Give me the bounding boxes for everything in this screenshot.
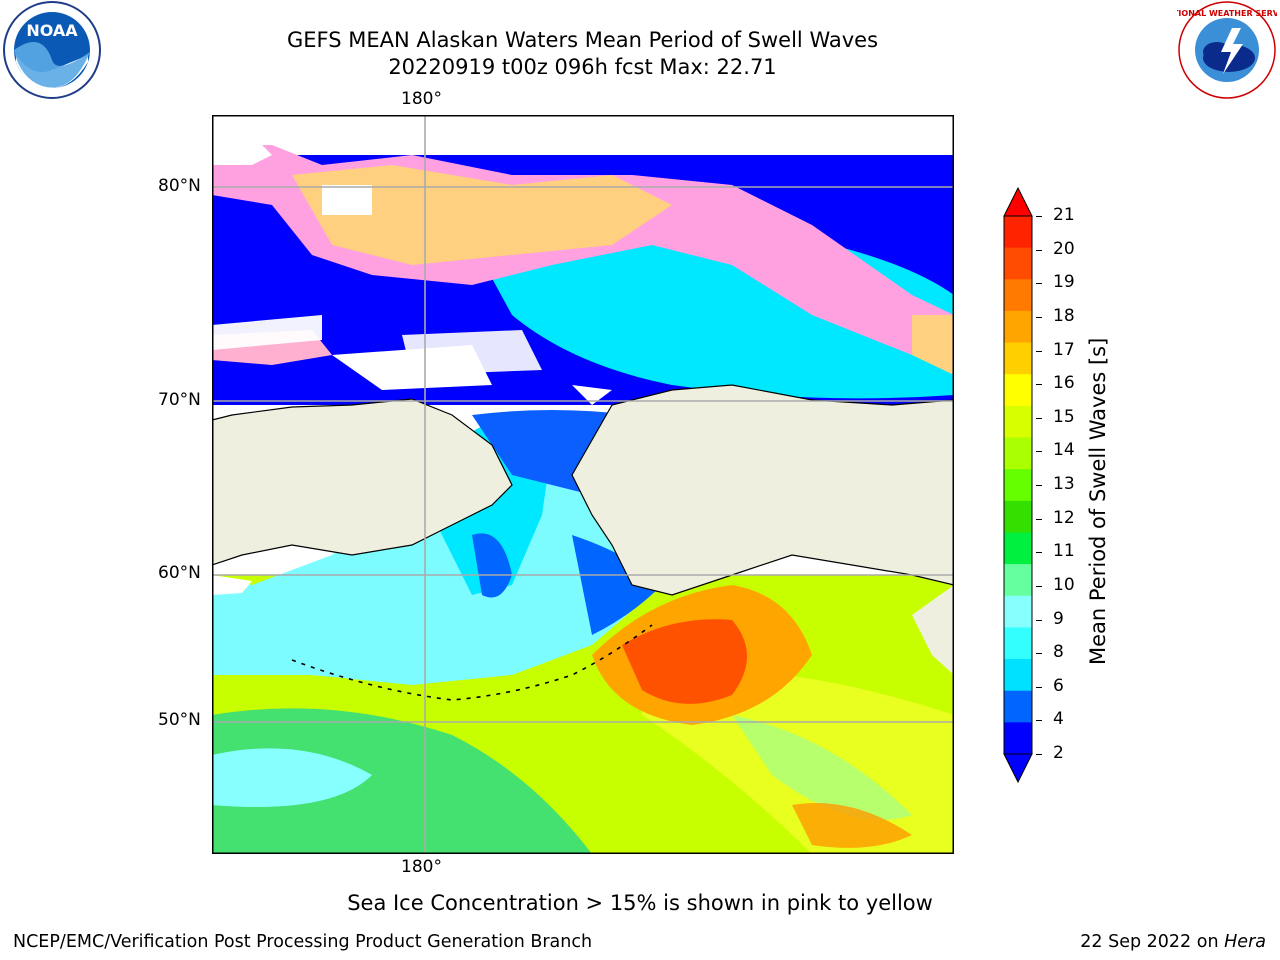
ice-note: Sea Ice Concentration > 15% is shown in … xyxy=(347,891,933,915)
colorbar-tick-mark xyxy=(1036,552,1042,554)
colorbar-segment xyxy=(1004,532,1032,565)
colorbar-segment xyxy=(1004,310,1032,344)
land-alaska xyxy=(571,384,954,596)
colorbar-tick-label: 11 xyxy=(1053,541,1075,562)
colorbar-tick-mark xyxy=(1036,216,1042,217)
colorbar-tick-label: 19 xyxy=(1053,272,1075,293)
colorbar-segment xyxy=(1004,659,1032,692)
credit-date: 22 Sep 2022 on xyxy=(1080,932,1219,952)
colorbar-tick-mark xyxy=(1036,316,1042,318)
colorbar-tick-mark xyxy=(1036,249,1042,251)
colorbar-segment xyxy=(1004,437,1032,470)
colorbar-tick-label: 21 xyxy=(1053,205,1075,225)
colorbar-tick-label: 16 xyxy=(1053,373,1075,394)
colorbar-tick-mark xyxy=(1036,451,1042,453)
colorbar-segment xyxy=(1004,690,1032,723)
colorbar-tick-label: 9 xyxy=(1053,608,1064,629)
colorbar-label: Mean Period of Swell Waves [s] xyxy=(1086,337,1110,665)
colorbar-segment xyxy=(1004,722,1032,755)
colorbar-segment xyxy=(1004,405,1032,439)
colorbar-segment xyxy=(1004,342,1032,375)
colorbar-segment xyxy=(1004,500,1032,533)
colorbar-segment xyxy=(1004,564,1032,597)
swell-cyan-patch xyxy=(212,748,372,807)
colorbar-tick-mark xyxy=(1036,485,1042,486)
map-title: GEFS MEAN Alaskan Waters Mean Period of … xyxy=(286,28,879,52)
colorbar-segment xyxy=(1004,279,1032,312)
credit-machine: Hera xyxy=(1224,932,1266,952)
noaa-logo: NOAA xyxy=(3,1,101,99)
lon-label-top: 180° xyxy=(401,89,442,109)
map-panel xyxy=(212,115,954,854)
colorbar-segment xyxy=(1004,247,1032,280)
land-russia xyxy=(212,398,513,566)
colorbar-tick-mark xyxy=(1036,417,1042,419)
credit-right: 22 Sep 2022 on Hera xyxy=(1080,932,1266,952)
colorbar-tick-mark xyxy=(1036,619,1042,621)
map-subtitle: 20220919 t00z 096h fcst Max: 22.71 xyxy=(388,55,777,79)
colorbar-tick-mark xyxy=(1036,283,1042,285)
lat-label-50: 50°N xyxy=(158,710,201,730)
lat-label-70: 70°N xyxy=(158,390,201,410)
sea-ice-orange xyxy=(292,165,672,265)
colorbar-tick-label: 10 xyxy=(1053,574,1075,595)
colorbar-tick-label: 17 xyxy=(1053,339,1075,360)
colorbar-tick-label: 13 xyxy=(1053,474,1075,494)
map-gridlines xyxy=(212,115,954,854)
colorbar-segment xyxy=(1004,595,1032,628)
colorbar-segment xyxy=(1004,469,1032,502)
colorbar-tick-label: 20 xyxy=(1053,238,1075,259)
noaa-logo-text: NOAA xyxy=(26,21,78,40)
swell-red-core xyxy=(622,619,747,704)
colorbar-tick-mark xyxy=(1036,384,1042,386)
colorbar-tick-label: 8 xyxy=(1053,642,1064,663)
colorbar-segment xyxy=(1004,627,1032,660)
colorbar-tick-label: 15 xyxy=(1053,406,1075,427)
colorbar-tick-mark xyxy=(1036,585,1042,587)
colorbar-segment xyxy=(1004,216,1032,249)
colorbar-tick-label: 18 xyxy=(1053,305,1075,326)
colorbar-tick-mark xyxy=(1036,754,1042,755)
colorbar-tick-label: 4 xyxy=(1053,709,1064,730)
colorbar-tick-label: 12 xyxy=(1053,507,1075,528)
aleutian-islands xyxy=(291,624,653,701)
colorbar-tick-label: 14 xyxy=(1053,440,1075,461)
colorbar-tick-mark xyxy=(1036,720,1042,722)
colorbar-tick-label: 6 xyxy=(1053,675,1064,696)
nws-logo: NATIONAL WEATHER SERVICE xyxy=(1177,1,1277,99)
swell-green-area xyxy=(212,708,592,854)
lat-label-80: 80°N xyxy=(158,176,201,196)
colorbar-tick-mark xyxy=(1036,518,1042,520)
colorbar-tick-mark xyxy=(1036,653,1042,655)
colorbar xyxy=(1003,186,1033,784)
nws-logo-text: NATIONAL WEATHER SERVICE xyxy=(1177,9,1277,18)
colorbar-tick-mark xyxy=(1036,686,1042,688)
lat-label-60: 60°N xyxy=(158,563,201,583)
lon-label-bottom: 180° xyxy=(401,857,442,877)
colorbar-segment xyxy=(1004,374,1032,407)
colorbar-tick-label: 2 xyxy=(1053,743,1064,763)
credit-left: NCEP/EMC/Verification Post Processing Pr… xyxy=(13,932,593,952)
colorbar-tick-mark xyxy=(1036,350,1042,352)
